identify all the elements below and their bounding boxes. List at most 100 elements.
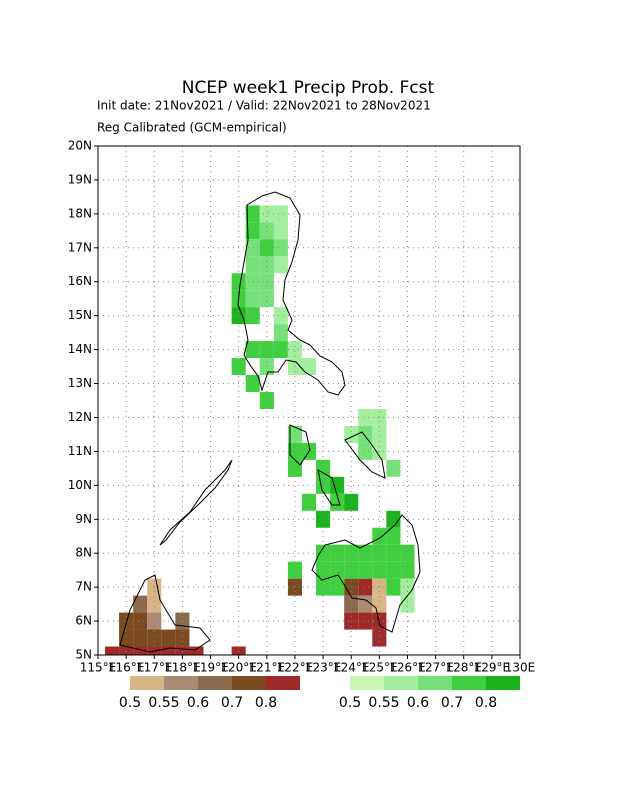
prob-cell: [119, 646, 134, 655]
x-tick-label: 125°E: [361, 661, 398, 675]
prob-cell: [330, 561, 345, 579]
prob-cell: [400, 561, 415, 579]
prob-cell: [316, 561, 331, 579]
prob-cell: [344, 561, 359, 579]
prob-cell: [330, 476, 345, 494]
prob-cell: [245, 205, 260, 223]
coastline: [119, 574, 211, 653]
prob-cell: [358, 595, 373, 613]
prob-cell: [301, 358, 317, 376]
prob-cell: [245, 375, 260, 393]
prob-cell: [245, 222, 260, 240]
legend-swatch: [164, 676, 198, 690]
prob-cell: [372, 629, 387, 647]
legend-swatch: [486, 676, 520, 690]
legend-swatch: [198, 676, 232, 690]
y-tick-label: 10N: [68, 478, 92, 492]
prob-cell: [133, 612, 148, 630]
coastlines: [119, 191, 421, 653]
prob-cell: [372, 561, 387, 579]
coastline: [289, 424, 311, 466]
x-tick-label: 127°E: [417, 661, 454, 675]
prob-cell: [259, 341, 274, 359]
legend-label: 0.7: [221, 695, 243, 711]
prob-cell: [259, 290, 274, 308]
prob-cell: [400, 595, 415, 613]
legend-label: 0.7: [441, 695, 463, 711]
y-tick-label: 16N: [68, 274, 92, 288]
legend-label: 0.55: [148, 695, 179, 711]
prob-cell: [245, 307, 260, 325]
prob-cell: [259, 222, 274, 240]
prob-cell: [358, 612, 373, 630]
prob-cell: [372, 595, 387, 613]
coastline: [311, 514, 421, 633]
axis-layer: 115°E116°E117°E118°E119°E120°E121°E122°E…: [68, 139, 536, 675]
legend-label: 0.55: [368, 695, 399, 711]
x-tick-label: 128°E: [445, 661, 482, 675]
x-tick-label: 118°E: [164, 661, 201, 675]
prob-cell: [358, 442, 373, 460]
prob-cell: [133, 646, 148, 655]
legend-swatch: [452, 676, 486, 690]
x-tick-label: 124°E: [333, 661, 370, 675]
prob-cell: [301, 493, 317, 511]
legend-swatch: [266, 676, 300, 690]
legend-swatch: [232, 676, 266, 690]
prob-cell: [287, 561, 302, 579]
prob-cell: [245, 273, 260, 291]
y-tick-label: 17N: [68, 240, 92, 254]
legend-swatch: [130, 676, 164, 690]
prob-cell: [358, 561, 373, 579]
y-tick-label: 8N: [75, 546, 92, 560]
prob-cell: [273, 341, 288, 359]
x-tick-label: 130E: [505, 661, 536, 675]
x-tick-label: 117°E: [136, 661, 173, 675]
prob-cell: [147, 595, 162, 613]
y-tick-label: 9N: [75, 512, 92, 526]
prob-cell: [287, 341, 302, 359]
coastline: [344, 431, 386, 479]
prob-cell: [273, 205, 288, 223]
prob-cell: [273, 324, 288, 342]
y-tick-label: 5N: [75, 648, 92, 662]
prob-cell: [330, 493, 345, 511]
y-tick-label: 12N: [68, 410, 92, 424]
prob-cell: [400, 544, 415, 562]
prob-cell: [386, 561, 401, 579]
legend-label: 0.8: [255, 695, 277, 711]
prob-cell: [372, 578, 387, 596]
legend-label: 0.6: [187, 695, 209, 711]
legend-swatch: [418, 676, 452, 690]
prob-cell: [245, 341, 260, 359]
y-tick-label: 6N: [75, 614, 92, 628]
prob-cell: [133, 629, 148, 647]
prob-cell: [358, 425, 373, 443]
prob-cell: [330, 578, 345, 596]
prob-cell: [245, 256, 260, 274]
y-tick-label: 20N: [68, 139, 92, 153]
legend-label: 0.6: [407, 695, 429, 711]
prob-cell: [386, 459, 401, 477]
prob-cell: [330, 544, 345, 562]
prob-cell: [287, 459, 302, 477]
legend-layer: 0.5 0.55 0.6 0.7 0.8 0.5 0.55 0.6 0.7 0.8: [119, 676, 520, 711]
prob-cell: [273, 222, 288, 240]
legend-label: 0.8: [475, 695, 497, 711]
prob-cell: [161, 646, 176, 655]
prob-cell: [372, 544, 387, 562]
prob-cell: [344, 544, 359, 562]
coastline: [237, 191, 346, 396]
prob-cell: [273, 239, 288, 257]
prob-cell: [259, 239, 274, 257]
prob-cell: [273, 256, 288, 274]
prob-cell: [119, 629, 134, 647]
plot-frame: [97, 145, 521, 656]
y-tick-label: 15N: [68, 308, 92, 322]
prob-cell: [372, 408, 387, 426]
prob-cell: [147, 629, 162, 647]
prob-cell: [273, 307, 288, 325]
prob-cell: [161, 629, 176, 647]
prob-cell: [175, 629, 190, 647]
